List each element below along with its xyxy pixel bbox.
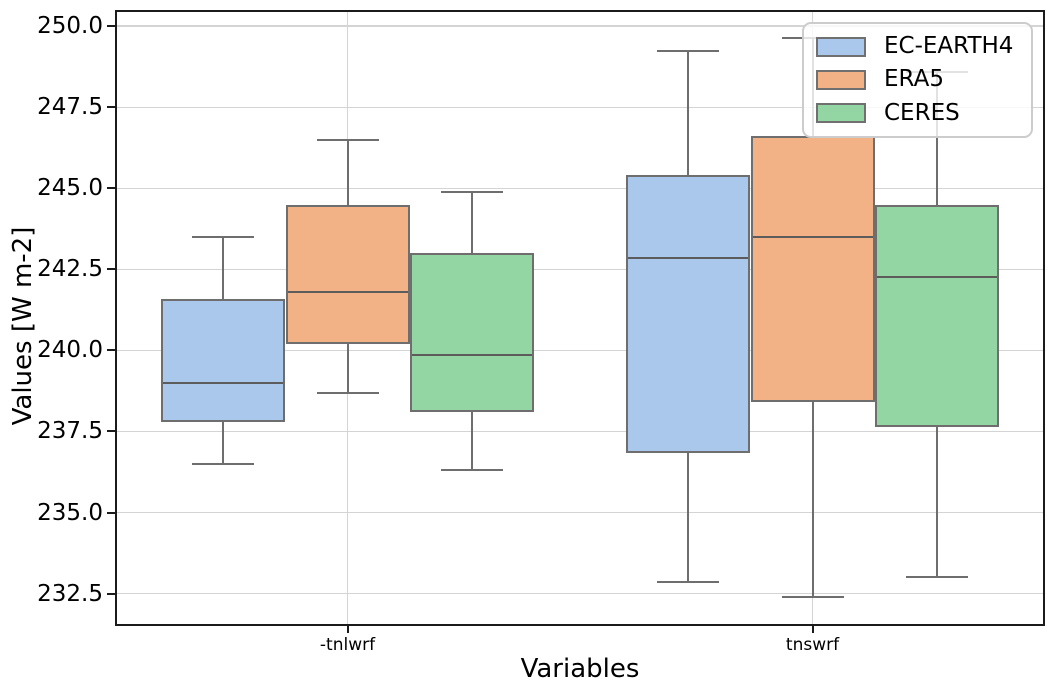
y-tick-235 bbox=[107, 511, 115, 514]
whisker-upper-ceres-tnswrf bbox=[936, 71, 938, 205]
x-tick-tnlwrf bbox=[346, 626, 349, 633]
gridline-y-247.5 bbox=[115, 106, 1045, 108]
whisker-upper-ec-earth4-tnlwrf bbox=[222, 236, 224, 299]
legend-label-ceres: CERES bbox=[884, 99, 960, 126]
legend-swatch-era5 bbox=[816, 69, 866, 90]
whisker-lower-ceres-tnlwrf bbox=[471, 412, 473, 471]
whisker-cap-upper-ec-earth4-tnlwrf bbox=[192, 235, 254, 238]
gridline-y-235 bbox=[115, 511, 1045, 514]
gridline-y-242.5 bbox=[115, 268, 1045, 271]
whisker-lower-ec-earth4-tnlwrf bbox=[222, 421, 224, 464]
median-ec-earth4-tnswrf bbox=[628, 257, 748, 260]
gridline-y-240 bbox=[115, 349, 1045, 352]
whisker-cap-upper-ceres-tnlwrf bbox=[441, 190, 503, 193]
box-era5-tnswrf bbox=[750, 136, 875, 403]
whisker-lower-ec-earth4-tnswrf bbox=[687, 452, 689, 583]
whisker-cap-upper-ec-earth4-tnswrf bbox=[657, 49, 719, 52]
whisker-cap-lower-era5-tnlwrf bbox=[316, 391, 379, 394]
legend-row-ceres: CERES bbox=[816, 99, 1019, 126]
x-tick-label-tnlwrf: -tnlwrf bbox=[319, 635, 376, 655]
y-tick-250 bbox=[107, 25, 115, 28]
box-era5-tnlwrf bbox=[285, 204, 410, 344]
x-tick-label-tnswrf: tnswrf bbox=[785, 635, 840, 655]
whisker-cap-lower-ec-earth4-tnlwrf bbox=[192, 462, 254, 465]
y-tick-label-240: 240.0 bbox=[37, 337, 103, 364]
whisker-lower-era5-tnswrf bbox=[811, 402, 814, 597]
whisker-lower-era5-tnlwrf bbox=[346, 343, 349, 393]
legend-row-era5: ERA5 bbox=[816, 68, 1019, 91]
box-ceres-tnlwrf bbox=[410, 253, 534, 413]
whisker-lower-ceres-tnswrf bbox=[936, 426, 938, 578]
median-ceres-tnlwrf bbox=[412, 354, 532, 357]
whisker-cap-lower-ceres-tnlwrf bbox=[441, 469, 503, 472]
legend: EC-EARTH4 ERA5 CERES bbox=[802, 22, 1033, 138]
legend-row-ec-earth4: EC-EARTH4 bbox=[816, 35, 1019, 58]
whisker-cap-lower-era5-tnswrf bbox=[781, 595, 844, 598]
y-tick-label-232.5: 232.5 bbox=[37, 580, 103, 607]
y-tick-242.5 bbox=[107, 268, 115, 271]
y-tick-237.5 bbox=[107, 430, 115, 433]
median-ec-earth4-tnlwrf bbox=[163, 381, 283, 384]
legend-swatch-ec-earth4 bbox=[816, 36, 866, 57]
median-era5-tnswrf bbox=[752, 235, 873, 238]
median-ceres-tnswrf bbox=[877, 276, 997, 279]
y-tick-label-250: 250.0 bbox=[37, 13, 103, 40]
gridline-y-237.5 bbox=[115, 430, 1045, 433]
y-tick-label-237.5: 237.5 bbox=[37, 418, 103, 445]
whisker-upper-ceres-tnlwrf bbox=[471, 191, 473, 254]
whisker-cap-lower-ec-earth4-tnswrf bbox=[657, 581, 719, 584]
y-tick-245 bbox=[107, 187, 115, 190]
whisker-cap-upper-era5-tnlwrf bbox=[316, 138, 379, 141]
gridline-y-250 bbox=[115, 25, 1045, 27]
whisker-upper-ec-earth4-tnswrf bbox=[687, 50, 689, 176]
y-tick-label-242.5: 242.5 bbox=[37, 256, 103, 283]
y-tick-label-235: 235.0 bbox=[37, 499, 103, 526]
gridline-y-245 bbox=[115, 187, 1045, 190]
y-tick-label-247.5: 247.5 bbox=[37, 94, 103, 121]
legend-swatch-ceres bbox=[816, 103, 866, 124]
y-tick-247.5 bbox=[107, 106, 115, 109]
legend-label-ec-earth4: EC-EARTH4 bbox=[884, 33, 1014, 60]
legend-label-era5: ERA5 bbox=[884, 66, 944, 93]
box-ceres-tnswrf bbox=[875, 204, 999, 427]
whisker-upper-era5-tnlwrf bbox=[346, 139, 349, 205]
y-tick-240 bbox=[107, 349, 115, 352]
y-tick-232.5 bbox=[107, 592, 115, 595]
gridline-y-232.5 bbox=[115, 592, 1045, 595]
box-ec-earth4-tnlwrf bbox=[161, 298, 285, 422]
median-era5-tnlwrf bbox=[287, 291, 408, 294]
x-tick-tnswrf bbox=[811, 626, 814, 633]
whisker-cap-lower-ceres-tnswrf bbox=[906, 576, 968, 579]
box-ec-earth4-tnswrf bbox=[626, 175, 750, 453]
x-axis-label: Variables bbox=[520, 654, 640, 684]
y-tick-label-245: 245.0 bbox=[37, 175, 103, 202]
